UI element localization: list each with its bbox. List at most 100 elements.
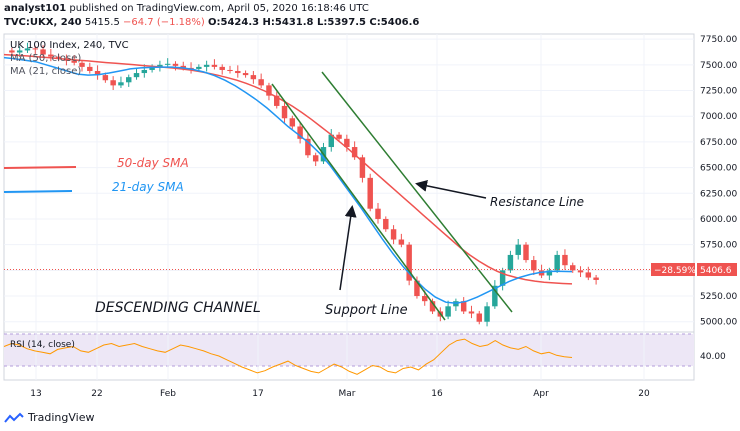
rsi-legend: RSI (14, close) [10, 340, 75, 350]
candle-body [499, 270, 506, 286]
candle-body [24, 48, 31, 51]
candles [9, 42, 599, 327]
candle-body [9, 50, 15, 53]
candle-body [266, 85, 272, 96]
candle-body [102, 75, 109, 81]
candle-body [570, 265, 576, 271]
grid [4, 34, 694, 380]
candle-body [351, 147, 358, 158]
candle-body [235, 70, 241, 74]
y-tick-label: 6250.00 [700, 189, 737, 199]
pct-tag-bg [651, 263, 695, 276]
x-tick-label: Mar [339, 389, 356, 399]
rsi-band [4, 334, 694, 366]
rsi-line [3, 338, 573, 375]
candle-body [585, 272, 592, 278]
candle-body [328, 134, 334, 148]
footer-brand: TradingView [28, 411, 95, 424]
candle-body [258, 79, 264, 86]
candle-body [515, 244, 521, 255]
tradingview-logo-icon [4, 412, 24, 423]
candle-body [422, 296, 428, 302]
y-tick-label: 7500.00 [700, 61, 737, 71]
candle-body [492, 285, 498, 307]
ma50-line [3, 53, 573, 285]
x-tick-label: Feb [160, 389, 176, 399]
candle-body [289, 118, 296, 127]
candle-body [133, 73, 140, 78]
ma21-line [3, 56, 573, 304]
candle-body [164, 63, 171, 65]
x-tick-label: Apr [533, 389, 549, 399]
y-tick-label: 5000.00 [700, 318, 737, 328]
candle-body [460, 301, 467, 312]
sma50-legend-swatch [3, 166, 77, 169]
candle-body [196, 66, 202, 69]
candle-body [359, 157, 366, 178]
channel-label: DESCENDING CHANNEL [95, 300, 261, 316]
candle-body [577, 270, 584, 273]
symbol: TVC:UKX, 240 [4, 17, 82, 28]
support-label: Support Line [325, 303, 408, 318]
candle-body [414, 280, 420, 297]
ma50-legend: MA (50, close) [10, 53, 81, 64]
candle-body [484, 306, 490, 322]
candle-body [297, 126, 303, 139]
y-tick-label: 6000.00 [700, 215, 737, 225]
candle-body [336, 134, 342, 139]
candle-body [546, 270, 553, 276]
y-tick-label: 5250.00 [700, 292, 737, 302]
candle-body [55, 56, 62, 59]
y-axis[interactable]: 7750.00 7500.00 7250.00 7000.00 6750.00 6500.… [700, 35, 737, 328]
sma21-label: 21-day SMA [112, 180, 184, 194]
candle-body [531, 260, 537, 271]
publish-line: analyst101 published on TradingView.com,… [4, 3, 369, 14]
candle-body [40, 49, 46, 55]
published-text: published on TradingView.com, April 05, … [69, 3, 369, 14]
annotations: 50-day SMA 21-day SMA Resistance Line Suppo… [3, 156, 584, 318]
candle-body [445, 306, 451, 317]
symbol-line: TVC:UKX, 240 5415.5 −64.7 (−1.18%) O:542… [4, 17, 419, 28]
footer[interactable]: TradingView [4, 411, 94, 424]
last-value: 5415.5 [84, 17, 120, 28]
change-value: −64.7 (−1.18%) [123, 17, 205, 28]
moving-averages [3, 53, 573, 304]
descending-channel [4, 71, 651, 321]
x-tick-label: 17 [252, 389, 263, 399]
candle-body [32, 48, 38, 50]
y-tick-label: 7250.00 [700, 87, 737, 97]
candle-body [94, 70, 101, 76]
candle-body [126, 77, 132, 83]
y-tick-label: 6500.00 [700, 164, 737, 174]
pct-tag: −28.59% [654, 266, 696, 276]
resistance-label: Resistance Line [490, 195, 584, 209]
candle-body [281, 105, 288, 119]
x-axis[interactable]: 13 22 Feb 17 Mar 16 Apr 20 [30, 389, 650, 399]
candle-body [71, 60, 77, 63]
candle-body [554, 254, 560, 271]
last-price-tag: 5406.6 [700, 266, 732, 276]
candle-body [562, 254, 568, 266]
y-tick-label: 7750.00 [700, 35, 737, 45]
candle-body [406, 244, 412, 281]
support-arrow [339, 205, 357, 291]
candle-body [593, 277, 599, 280]
candle-body [219, 66, 225, 70]
sma50-label: 50-day SMA [117, 156, 189, 170]
rsi-tick-label: 40.00 [700, 352, 726, 362]
candle-body [242, 73, 249, 76]
x-tick-label: 22 [91, 389, 102, 399]
candle-body [305, 138, 311, 156]
resistance-channel-line [321, 71, 513, 313]
header: analyst101 published on TradingView.com,… [0, 0, 740, 34]
candle-body [141, 69, 148, 74]
candle-body [429, 301, 436, 312]
x-tick-label: 13 [30, 389, 41, 399]
publisher[interactable]: analyst101 [4, 3, 67, 14]
ohlc-values: O:5424.3 H:5431.8 L:5397.5 C:5406.6 [207, 17, 420, 28]
candle-body [203, 64, 210, 67]
candle-body [476, 313, 482, 322]
candle-body [344, 138, 350, 148]
candle-body [180, 65, 186, 68]
